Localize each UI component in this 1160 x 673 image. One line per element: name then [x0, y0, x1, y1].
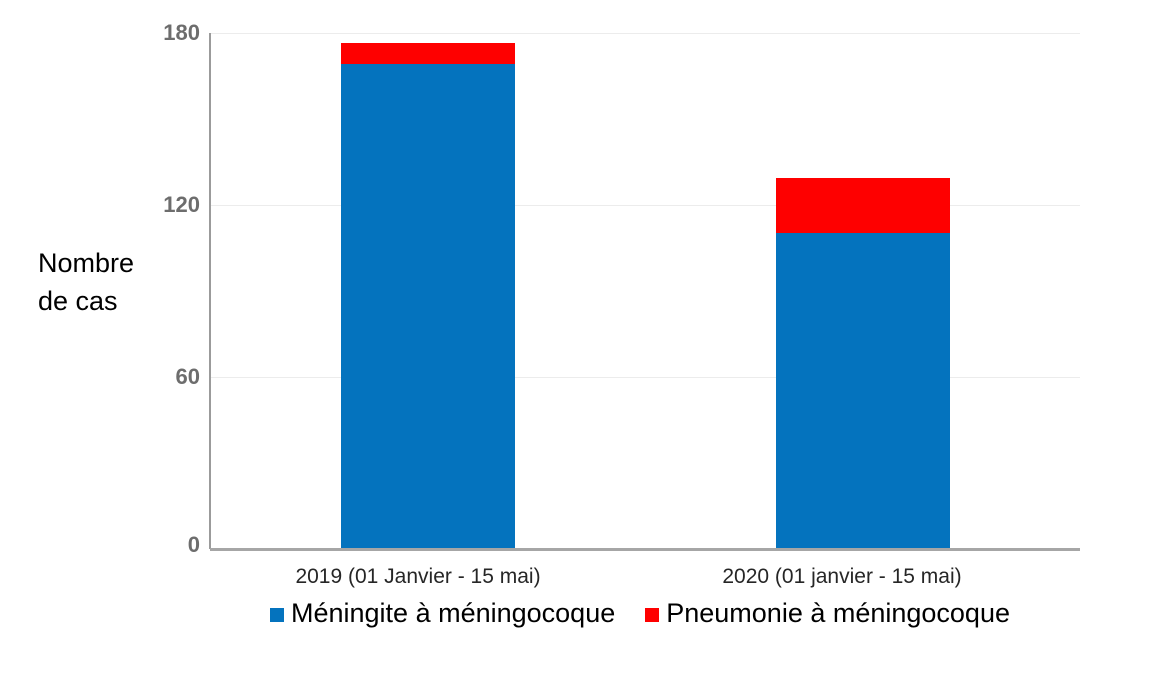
legend-swatch-meningite-icon — [270, 608, 284, 622]
y-tick-label-180: 180 — [163, 20, 200, 45]
y-tick-label-120: 120 — [163, 192, 200, 217]
category-label-2020: 2020 (01 janvier - 15 mai) — [722, 565, 962, 588]
y-axis-title-line2: de cas — [38, 286, 118, 316]
y-tick-label-0: 0 — [187, 532, 200, 557]
category-label-2019: 2019 (01 Janvier - 15 mai) — [295, 565, 541, 588]
y-axis-title: Nombre de cas — [38, 244, 134, 320]
legend-item-pneumonie: Pneumonie à méningocoque — [645, 598, 1010, 629]
bar-2019-segment-meningite — [340, 63, 515, 548]
legend-item-meningite: Méningite à méningocoque — [270, 598, 615, 629]
bar-2020-segment-meningite — [775, 232, 950, 548]
legend: Méningite à méningocoque Pneumonie à mén… — [120, 598, 1160, 629]
bar-2019 — [340, 32, 515, 548]
bar-2020-segment-pneumonie — [775, 178, 950, 233]
x-axis-line — [210, 548, 1080, 551]
gridline-60 — [210, 377, 1080, 378]
y-axis-title-line1: Nombre — [38, 248, 135, 278]
plot-area — [209, 32, 1080, 551]
y-tick-label-60: 60 — [175, 364, 200, 389]
gridline-180 — [210, 33, 1080, 34]
legend-label-meningite: Méningite à méningocoque — [291, 598, 616, 628]
bar-2019-segment-pneumonie — [340, 43, 515, 64]
legend-swatch-pneumonie-icon — [645, 608, 660, 622]
gridline-120 — [210, 204, 1080, 206]
y-axis-line — [209, 33, 211, 549]
legend-label-pneumonie: Pneumonie à méningocoque — [666, 598, 1010, 628]
bar-2020 — [775, 32, 950, 548]
